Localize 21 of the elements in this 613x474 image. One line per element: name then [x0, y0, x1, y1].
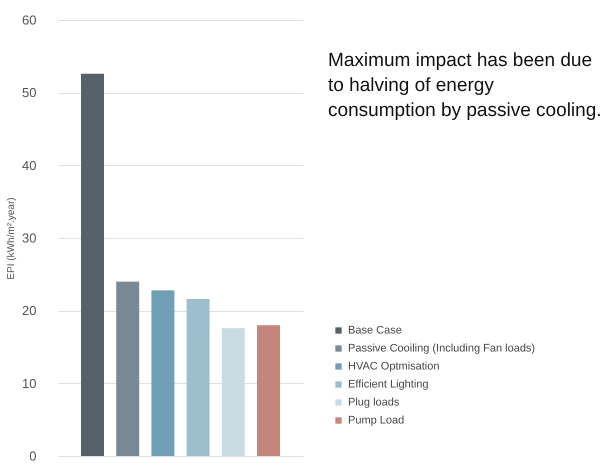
legend-label: Base Case [348, 324, 402, 336]
y-tick-label: 60 [22, 12, 36, 28]
y-tick-label: 10 [22, 376, 36, 391]
legend-label: HVAC Optmisation [348, 360, 440, 372]
y-axis-title: EPI (kWh/m².year) [6, 197, 18, 280]
bar [116, 282, 140, 456]
bar [80, 74, 104, 456]
text: Maximum impact has been due to halving of energy consumption by passive cooling. [328, 49, 603, 123]
bar [222, 328, 245, 456]
y-tick-label: 40 [22, 158, 36, 173]
y-tick-label: 0 [29, 448, 36, 464]
bar [151, 290, 174, 456]
bar [186, 299, 210, 456]
legend-label: Plug loads [348, 396, 400, 408]
legend-label: Pump Load [348, 414, 404, 426]
bar [257, 325, 280, 456]
legend-label: Efficient Lighting [348, 378, 429, 390]
y-tick-label: 20 [22, 303, 36, 318]
y-tick-label: 30 [22, 230, 36, 246]
y-tick-label: 50 [22, 85, 36, 100]
legend-label: Passive Cooiling (Including Fan loads) [348, 342, 536, 354]
